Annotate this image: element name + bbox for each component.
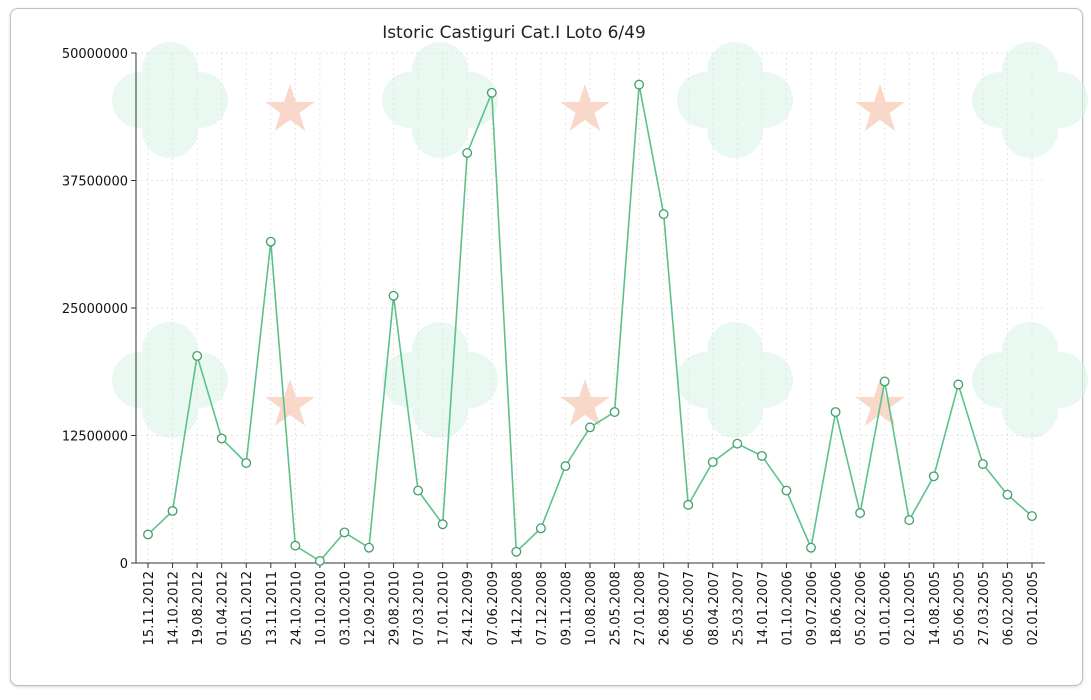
flower-decoration	[972, 42, 1088, 158]
x-tick-label: 01.01.2006	[879, 571, 894, 645]
x-tick-label: 27.03.2005	[977, 571, 992, 645]
x-tick-label: 14.10.2012	[167, 571, 182, 645]
data-point	[241, 458, 252, 468]
x-tick-label: 27.01.2008	[633, 571, 648, 645]
data-point	[560, 461, 571, 472]
data-point	[314, 556, 325, 566]
data-point	[830, 407, 841, 417]
x-tick-label: 07.03.2010	[412, 571, 427, 645]
star-decoration	[560, 84, 610, 131]
star-decoration	[560, 379, 610, 426]
x-tick-label: 06.05.2007	[682, 571, 697, 645]
data-point	[879, 376, 890, 387]
x-tick-label: 02.10.2005	[903, 571, 918, 645]
x-tick-label: 01.04.2012	[216, 571, 231, 645]
x-tick-label: 10.08.2008	[584, 571, 599, 645]
flower-decoration	[382, 42, 498, 158]
y-axis-ticks: 0 12500000 25000000 37500000 50000000	[62, 47, 136, 572]
y-tick-label: 25000000	[62, 302, 128, 317]
flower-decoration	[677, 42, 793, 158]
flower-decoration	[112, 322, 228, 438]
data-point	[756, 450, 767, 461]
data-point	[585, 422, 595, 433]
star-decoration	[855, 84, 905, 131]
y-tick-label: 0	[120, 557, 128, 572]
x-tick-label: 18.06.2006	[830, 571, 845, 645]
x-tick-label: 09.11.2008	[559, 571, 574, 645]
x-tick-label: 09.07.2006	[805, 571, 820, 645]
data-point	[511, 546, 522, 557]
data-point	[806, 542, 816, 553]
data-point	[535, 523, 546, 534]
x-tick-label: 13.11.2011	[265, 571, 280, 645]
x-tick-label: 24.10.2010	[289, 571, 304, 645]
data-point	[388, 290, 399, 301]
x-tick-label: 01.10.2006	[780, 571, 795, 645]
flower-decoration	[677, 322, 793, 438]
x-tick-label: 05.02.2006	[854, 571, 869, 645]
x-tick-label: 25.05.2008	[609, 571, 624, 645]
data-point	[683, 499, 694, 510]
background-decoration	[112, 42, 1088, 438]
x-tick-label: 05.06.2005	[952, 571, 967, 645]
data-point	[462, 148, 473, 158]
x-tick-label: 26.08.2007	[658, 571, 673, 645]
data-point	[167, 506, 178, 516]
flower-decoration	[972, 322, 1088, 438]
x-tick-label: 06.02.2005	[1001, 571, 1016, 645]
x-tick-label: 24.12.2009	[461, 571, 476, 645]
x-tick-label: 08.04.2007	[707, 571, 722, 645]
x-tick-label: 17.01.2010	[437, 571, 452, 645]
x-tick-label: 02.01.2005	[1026, 571, 1041, 645]
data-point	[192, 350, 203, 361]
data-point	[953, 379, 964, 390]
x-tick-label: 25.03.2007	[731, 571, 746, 645]
x-tick-label: 10.10.2010	[314, 571, 329, 645]
data-point	[486, 87, 497, 98]
data-point	[413, 485, 424, 496]
data-points	[143, 79, 1037, 566]
x-tick-label: 05.01.2012	[240, 571, 255, 645]
x-tick-label: 29.08.2010	[388, 571, 403, 645]
y-tick-label: 12500000	[62, 430, 128, 445]
data-point	[781, 485, 792, 496]
data-point	[609, 407, 620, 417]
data-point	[1027, 511, 1037, 522]
chart-title: Istoric Castiguri Cat.I Loto 6/49	[382, 23, 646, 43]
data-point	[977, 459, 988, 470]
x-tick-label: 12.09.2010	[363, 571, 378, 645]
flower-decoration	[112, 42, 228, 158]
x-tick-label: 14.08.2005	[928, 571, 943, 645]
data-point	[339, 527, 350, 538]
x-axis-ticks: 15.11.2012 14.10.2012 19.08.2012 01.04.2012…	[142, 563, 1041, 645]
x-tick-label: 14.01.2007	[756, 571, 771, 645]
data-point	[364, 542, 374, 553]
data-point	[732, 438, 743, 449]
data-point	[658, 209, 669, 220]
x-tick-label: 07.06.2009	[486, 571, 501, 645]
data-point	[928, 471, 939, 482]
x-tick-label: 15.11.2012	[142, 571, 157, 645]
x-tick-label: 19.08.2012	[191, 571, 206, 645]
y-tick-label: 37500000	[62, 175, 128, 190]
data-point	[437, 519, 448, 530]
y-tick-label: 50000000	[62, 47, 128, 62]
data-point	[290, 540, 301, 551]
data-point	[1002, 489, 1013, 500]
x-tick-label: 14.12.2008	[510, 571, 525, 645]
x-tick-label: 03.10.2010	[338, 571, 353, 645]
star-decoration	[265, 84, 315, 131]
grid-lines	[136, 52, 1045, 564]
data-point	[265, 236, 276, 247]
x-tick-label: 07.12.2008	[535, 571, 550, 645]
data-point	[707, 457, 718, 467]
data-point	[634, 79, 645, 90]
data-point	[216, 433, 227, 444]
star-decoration	[265, 379, 315, 426]
data-point	[855, 508, 866, 518]
data-point	[143, 529, 153, 540]
data-point	[904, 515, 915, 526]
